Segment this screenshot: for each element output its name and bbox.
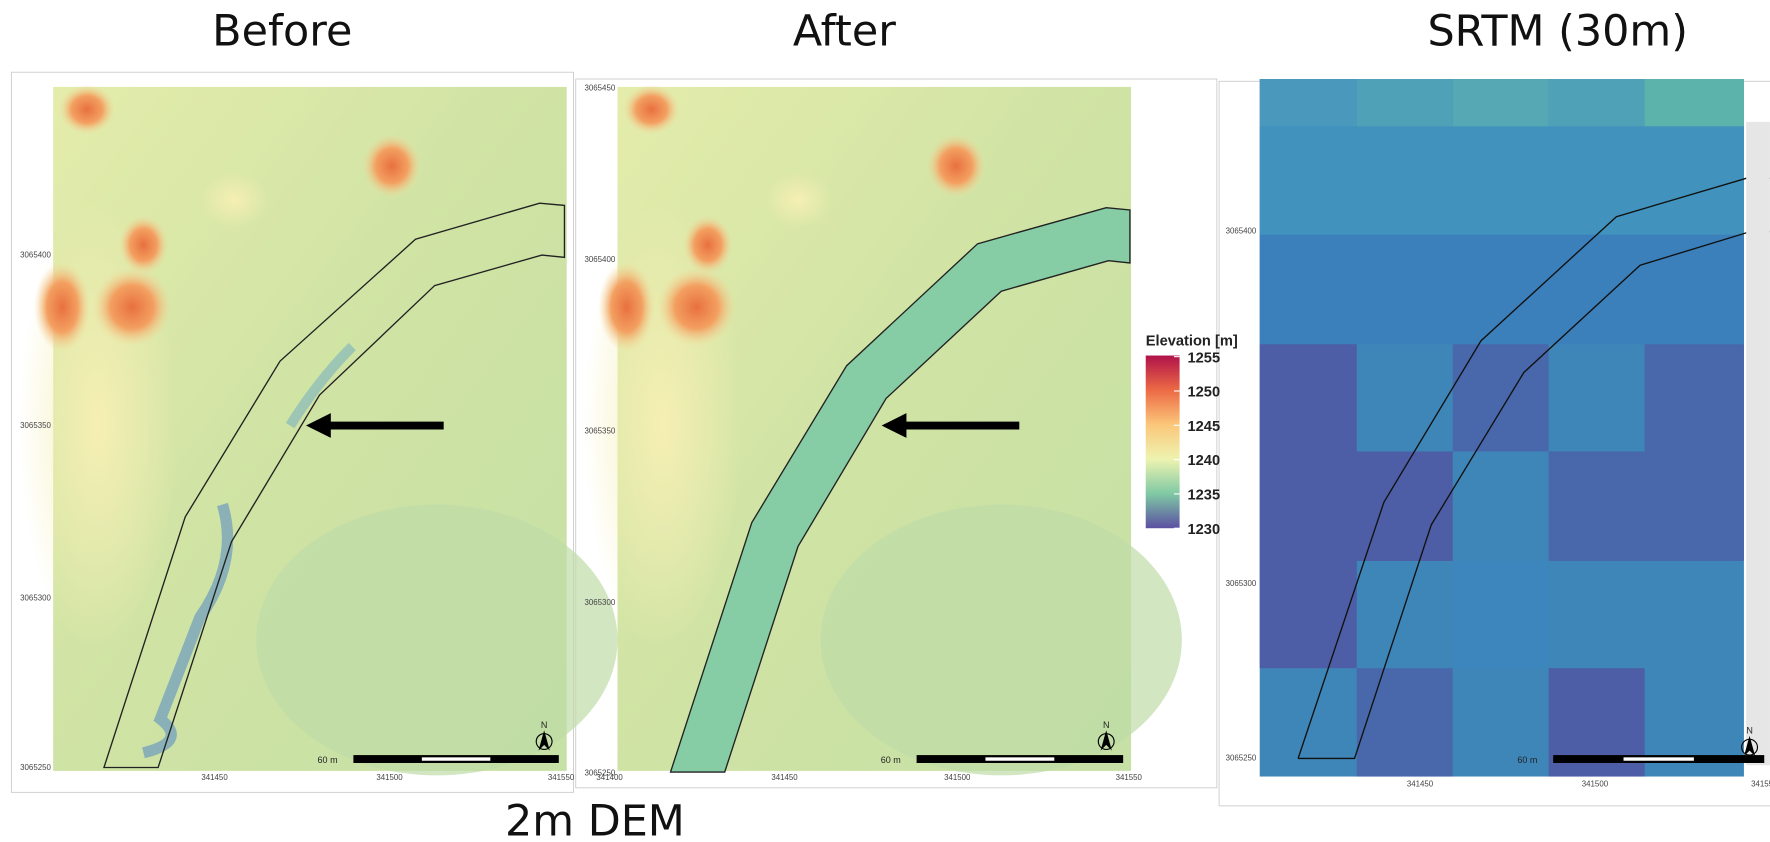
panel-title: After (793, 6, 896, 56)
scale-bar (1623, 757, 1694, 761)
y-tick-label: 3065300 (1226, 579, 1257, 588)
y-tick-label: 3065300 (20, 593, 51, 602)
x-tick-label: 341450 (1407, 780, 1434, 789)
north-label: N (1746, 726, 1753, 736)
legend-tick-label: 1255 (1187, 350, 1220, 366)
scale-label: 60 m (318, 755, 338, 765)
scale-bar (985, 757, 1055, 761)
scale-label: 60 m (1517, 755, 1537, 765)
x-tick-label: 341450 (201, 773, 228, 782)
panel-frame (575, 78, 1218, 789)
y-tick-label: 3065400 (20, 250, 51, 259)
colorbar (1145, 355, 1180, 529)
arrow (881, 413, 1020, 438)
x-tick-label: 341500 (1582, 780, 1609, 789)
north-label: N (541, 720, 548, 730)
y-tick-label: 3065250 (1226, 754, 1257, 763)
arrow (305, 413, 444, 438)
x-tick-label: 341550 (1751, 780, 1770, 789)
y-tick-label: 3065300 (585, 598, 616, 607)
north-label: N (1103, 720, 1110, 730)
x-tick-label: 341550 (548, 773, 575, 782)
x-tick-label: 341500 (944, 773, 971, 782)
y-tick-label: 3065400 (585, 255, 616, 264)
x-tick-label: 341550 (1116, 773, 1143, 782)
legend-tick-label: 1245 (1187, 419, 1220, 435)
panel-title: Before (212, 6, 352, 56)
north-arrow (538, 730, 550, 751)
x-tick-label: 341500 (376, 773, 403, 782)
margin (1746, 121, 1770, 766)
y-tick-label: 3065350 (20, 421, 51, 430)
y-tick-label: 3065250 (585, 768, 616, 777)
map-after (583, 84, 1182, 776)
north-arrow (1100, 730, 1112, 751)
y-tick-label: 3065350 (585, 426, 616, 435)
legend-tick-label: 1230 (1187, 522, 1220, 538)
legend-title: Elevation [m] (1146, 333, 1238, 349)
scale-label: 60 m (881, 755, 901, 765)
scale-bar (421, 757, 491, 761)
channel-outline (103, 202, 566, 769)
map-srtm (1259, 79, 1744, 777)
panel-frame (10, 71, 574, 793)
x-tick-label: 341450 (771, 773, 798, 782)
legend-tick-label: 1235 (1187, 488, 1220, 504)
x-tick-label: 341400 (596, 773, 623, 782)
y-tick-label: 3065250 (20, 763, 51, 772)
north-arrow (1743, 735, 1756, 757)
y-tick-label: 3065400 (1226, 227, 1257, 236)
y-tick-label: 3065450 (585, 83, 616, 92)
panel-title: SRTM (30m) (1427, 6, 1687, 56)
channel-outline (669, 206, 1131, 773)
legend-tick-label: 1240 (1187, 453, 1220, 469)
caption: 2m DEM (505, 796, 685, 842)
legend-tick-label: 1250 (1187, 385, 1220, 401)
